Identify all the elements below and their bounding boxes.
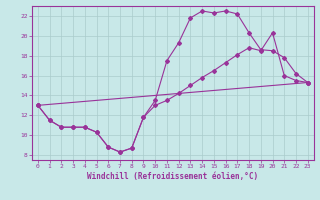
X-axis label: Windchill (Refroidissement éolien,°C): Windchill (Refroidissement éolien,°C) — [87, 172, 258, 181]
